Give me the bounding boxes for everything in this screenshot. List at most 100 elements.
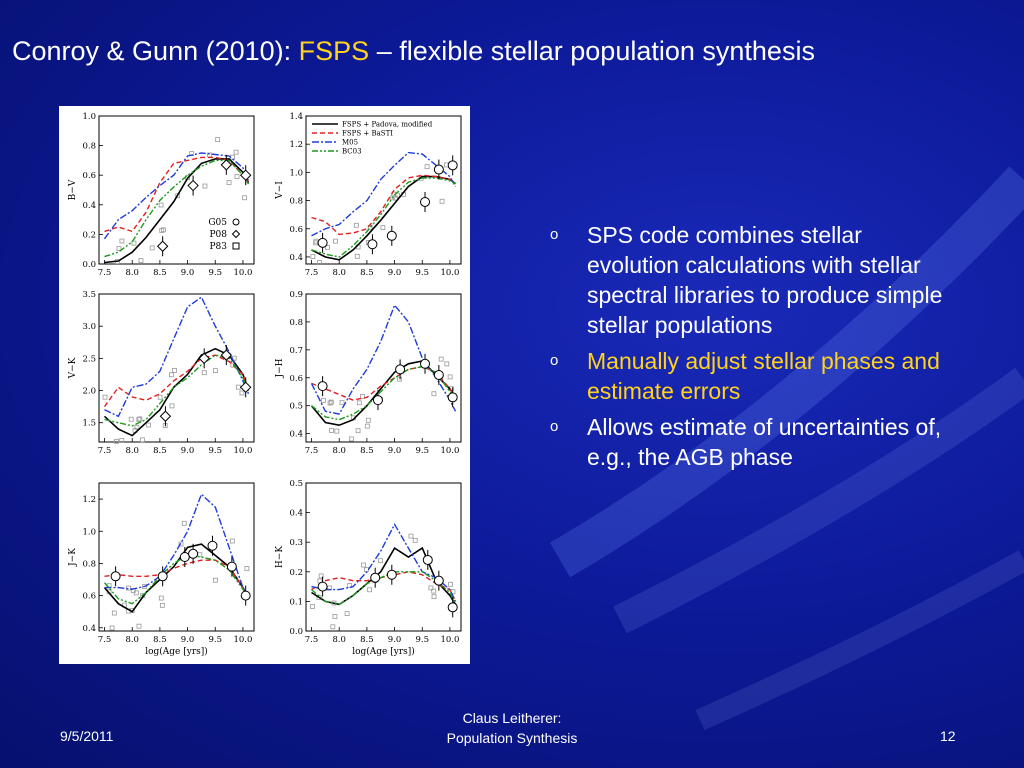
data-marker bbox=[339, 400, 345, 406]
data-marker bbox=[361, 562, 366, 568]
data-marker bbox=[159, 602, 165, 608]
bullet-marker: o bbox=[550, 352, 559, 369]
y-tick-label: 0.4 bbox=[289, 253, 303, 263]
data-marker bbox=[116, 246, 122, 251]
x-axis-label: log(Age [yrs]) bbox=[145, 646, 208, 657]
data-marker bbox=[126, 585, 131, 591]
y-tick-label: 0.8 bbox=[289, 197, 303, 207]
data-marker bbox=[169, 403, 175, 409]
panel-frame bbox=[98, 293, 255, 443]
data-marker bbox=[439, 198, 445, 204]
legend-label: FSPS + Padova, modified bbox=[342, 121, 433, 129]
data-marker bbox=[367, 239, 378, 250]
data-marker bbox=[333, 238, 338, 244]
data-marker bbox=[364, 567, 369, 572]
series-line bbox=[104, 296, 250, 418]
y-tick-label: 0.6 bbox=[289, 374, 303, 384]
x-tick-label: 9.0 bbox=[388, 635, 402, 645]
data-marker bbox=[329, 428, 334, 433]
x-tick-label: 8.5 bbox=[153, 268, 167, 278]
data-marker bbox=[198, 352, 210, 365]
x-tick-label: 7.5 bbox=[305, 446, 319, 456]
bullet-item: o SPS code combines stellar evolution cal… bbox=[550, 220, 950, 340]
data-marker bbox=[360, 393, 365, 399]
x-tick-label: 10.0 bbox=[440, 268, 459, 278]
y-tick-label: 3.0 bbox=[82, 322, 96, 332]
bullet-list: o SPS code combines stellar evolution cal… bbox=[550, 220, 950, 478]
y-tick-label: 1.0 bbox=[289, 168, 303, 178]
legend-label: FSPS + BaSTI bbox=[342, 130, 393, 138]
x-tick-label: 10.0 bbox=[440, 635, 459, 645]
y-axis-label: J−K bbox=[68, 548, 78, 567]
data-marker bbox=[131, 240, 137, 246]
x-axis-label: log(Age [yrs]) bbox=[352, 646, 415, 657]
y-tick-label: 0.6 bbox=[82, 171, 96, 181]
y-tick-label: 0.8 bbox=[82, 559, 96, 569]
x-tick-label: 9.0 bbox=[388, 268, 402, 278]
data-marker bbox=[354, 253, 360, 259]
data-marker bbox=[109, 625, 115, 631]
y-tick-label: 1.5 bbox=[82, 419, 96, 429]
series-line bbox=[310, 303, 457, 415]
series-line bbox=[104, 559, 250, 597]
data-marker bbox=[156, 240, 169, 252]
data-marker bbox=[386, 230, 397, 241]
series-line bbox=[311, 151, 457, 237]
x-tick-label: 8.0 bbox=[332, 268, 346, 278]
x-tick-label: 8.5 bbox=[360, 446, 374, 456]
x-tick-label: 9.5 bbox=[415, 268, 429, 278]
data-marker bbox=[136, 623, 142, 629]
data-marker bbox=[317, 381, 328, 392]
title-suffix: – flexible stellar population synthesis bbox=[369, 36, 815, 66]
data-marker bbox=[317, 581, 328, 592]
data-marker bbox=[226, 561, 237, 572]
series-line bbox=[103, 152, 250, 240]
data-marker bbox=[201, 370, 207, 376]
data-marker bbox=[310, 604, 315, 609]
panel-frame bbox=[305, 482, 462, 632]
figure-panel: 0.0 0.2 0.4 0.6 0.8 1.0 B−V 7.5 8.0 8.5 9.0 9.5 10.0… bbox=[59, 106, 470, 664]
data-marker bbox=[318, 573, 324, 579]
data-marker bbox=[114, 438, 119, 444]
data-marker bbox=[348, 436, 354, 442]
title-highlight: FSPS bbox=[298, 36, 370, 66]
y-axis-label: B−V bbox=[68, 179, 78, 200]
data-marker bbox=[133, 590, 139, 596]
data-marker bbox=[119, 438, 125, 443]
data-marker bbox=[317, 237, 328, 248]
data-marker bbox=[207, 540, 218, 551]
y-tick-label: 2.5 bbox=[82, 354, 96, 364]
data-marker bbox=[347, 583, 353, 588]
y-tick-label: 0.6 bbox=[289, 225, 303, 235]
data-marker bbox=[310, 254, 316, 259]
x-tick-label: 7.5 bbox=[98, 268, 112, 278]
data-marker bbox=[181, 520, 187, 526]
y-tick-label: 0.3 bbox=[289, 538, 303, 548]
data-marker bbox=[378, 558, 384, 564]
data-marker bbox=[330, 624, 336, 630]
data-marker bbox=[138, 258, 144, 263]
x-tick-label: 8.5 bbox=[153, 635, 167, 645]
data-marker bbox=[172, 368, 177, 373]
data-marker bbox=[178, 541, 184, 547]
x-tick-label: 8.5 bbox=[153, 446, 167, 456]
data-marker bbox=[137, 416, 143, 422]
data-marker bbox=[187, 179, 199, 192]
data-marker bbox=[242, 195, 248, 201]
x-tick-label: 10.0 bbox=[233, 635, 252, 645]
bullet-item: o Manually adjust stellar phases and esti… bbox=[550, 346, 950, 406]
x-tick-label: 9.5 bbox=[415, 446, 429, 456]
data-marker bbox=[134, 424, 140, 430]
series-line bbox=[311, 175, 456, 261]
panel-frame bbox=[98, 482, 255, 632]
series-line bbox=[104, 156, 250, 233]
series-line bbox=[104, 493, 250, 597]
y-tick-label: 0.5 bbox=[289, 402, 303, 412]
series-line bbox=[104, 354, 250, 427]
data-marker bbox=[450, 589, 456, 595]
x-tick-label: 8.0 bbox=[125, 635, 139, 645]
data-marker bbox=[244, 566, 250, 571]
x-tick-label: 8.0 bbox=[125, 446, 139, 456]
footer-date: 9/5/2011 bbox=[60, 728, 114, 744]
data-marker bbox=[239, 381, 252, 394]
